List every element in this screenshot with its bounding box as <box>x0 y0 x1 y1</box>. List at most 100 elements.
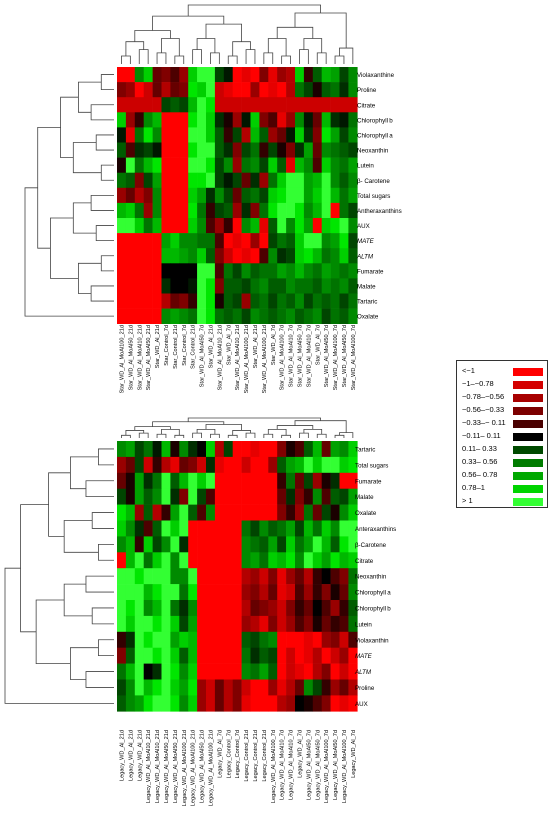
legend-item: −0.56–−0.33 <box>457 404 549 418</box>
dendrogram-branch <box>303 428 323 435</box>
heatmap-cell <box>161 187 171 204</box>
column-label: Star_Control_7d <box>164 325 170 366</box>
heatmap-cell <box>268 172 278 189</box>
heatmap-cell <box>214 552 225 569</box>
heatmap-cell <box>286 472 296 489</box>
heatmap-cell <box>143 172 153 189</box>
heatmap-cell <box>214 293 225 309</box>
heatmap-cell <box>348 631 358 648</box>
legend-label: 0.78–1 <box>462 483 485 492</box>
heatmap-cell <box>250 218 260 234</box>
heatmap-cell <box>179 187 189 204</box>
dendrogram-branch <box>70 456 99 490</box>
heatmap-cell <box>214 568 225 585</box>
heatmap-cell <box>339 600 349 617</box>
heatmap-cell <box>143 584 153 601</box>
heatmap-cell <box>152 695 162 712</box>
heatmap-cell <box>197 631 207 648</box>
heatmap-cell <box>348 536 358 553</box>
heatmap-cell <box>214 663 225 680</box>
heatmap-cell <box>134 600 144 617</box>
heatmap-cell <box>250 308 260 324</box>
heatmap-cell <box>286 600 296 617</box>
heatmap-cell <box>330 127 340 143</box>
heatmap-cell <box>134 536 144 553</box>
heatmap-cell <box>206 520 216 537</box>
heatmap-cell <box>268 157 278 173</box>
heatmap-cell <box>134 82 144 98</box>
heatmap-cell <box>206 504 216 521</box>
heatmap-cell <box>348 679 358 696</box>
heatmap-cell <box>286 233 296 249</box>
heatmap-cell <box>179 278 189 294</box>
heatmap-panel-1: Violaxanthine Proline Citrate Chlorophyll b… <box>24 4 402 393</box>
heatmap-cell <box>125 536 136 553</box>
heatmap-cell <box>214 248 225 264</box>
heatmap-cell <box>134 456 144 474</box>
heatmap-cell <box>241 584 251 601</box>
heatmap-cell <box>330 552 340 569</box>
heatmap-cell <box>348 127 358 143</box>
legend-swatch <box>513 433 543 441</box>
heatmap-cell <box>134 142 144 158</box>
heatmap-cell <box>330 308 340 324</box>
heatmap-cell <box>161 600 171 617</box>
heatmap-cell <box>143 568 153 585</box>
heatmap-cell <box>170 695 180 712</box>
heatmap-cell <box>161 218 171 234</box>
column-label: Legacy_WD_Al_21d <box>119 730 125 781</box>
heatmap-cell <box>161 202 171 219</box>
heatmap-cell <box>312 218 322 234</box>
heatmap-cell <box>241 248 251 264</box>
heatmap-cell <box>268 488 278 505</box>
heatmap-cell <box>321 679 331 696</box>
column-label: Legacy_WD_Al_MoAl10_7d <box>280 730 286 800</box>
heatmap-cell <box>232 600 242 617</box>
heatmap-cell <box>321 504 331 521</box>
heatmap-cell <box>277 472 287 489</box>
heatmap-cell <box>170 456 180 474</box>
heatmap-cell <box>339 568 349 585</box>
heatmap-cell <box>152 472 162 489</box>
heatmap-cell <box>277 233 287 249</box>
heatmap-cell <box>295 663 305 680</box>
heatmap-cell <box>286 263 296 279</box>
column-label: Legacy_WD_Al_MoAl100_21d <box>208 730 214 806</box>
heatmap-cell <box>321 142 331 158</box>
heatmap-cell <box>303 695 314 712</box>
heatmap-cell <box>250 615 260 633</box>
heatmap-cell <box>259 552 269 569</box>
heatmap-cell <box>117 67 127 83</box>
heatmap-cell <box>295 552 305 569</box>
legend-item: 0.33– 0.56 <box>457 456 549 470</box>
heatmap-cell <box>250 97 260 113</box>
dendrogram-branch <box>100 74 114 91</box>
legend-label: −0.33–− 0.11 <box>462 418 506 427</box>
heatmap-cell <box>170 127 180 143</box>
heatmap-cell <box>117 488 127 505</box>
heatmap-cell <box>312 441 322 458</box>
heatmap-cell <box>125 293 136 309</box>
dendrogram-branch <box>205 23 242 42</box>
heatmap-cell <box>152 157 162 173</box>
heatmap-cell <box>339 218 349 234</box>
heatmap-cell <box>241 647 251 664</box>
heatmap-cell <box>214 679 225 696</box>
dendrogram-branch <box>339 47 354 64</box>
column-label: Legacy_WD_Al_MoAl100_21d <box>182 730 188 806</box>
heatmap-cell <box>321 488 331 505</box>
heatmap-cell <box>277 293 287 309</box>
heatmap-cell <box>232 520 242 537</box>
heatmap-cell <box>303 568 314 585</box>
heatmap-cell <box>250 293 260 309</box>
row-label: Lutein <box>357 163 374 170</box>
column-label: Star_WD_Al_MoAl100_7d <box>333 325 339 390</box>
heatmap-cell <box>125 82 136 98</box>
heatmap-cell <box>152 647 162 664</box>
heatmap-cell <box>312 308 322 324</box>
heatmap-cell <box>170 248 180 264</box>
dendrogram-branch <box>85 480 114 498</box>
heatmap-cell <box>348 520 358 537</box>
heatmap-cell <box>312 552 322 569</box>
heatmap-cell <box>312 600 322 617</box>
